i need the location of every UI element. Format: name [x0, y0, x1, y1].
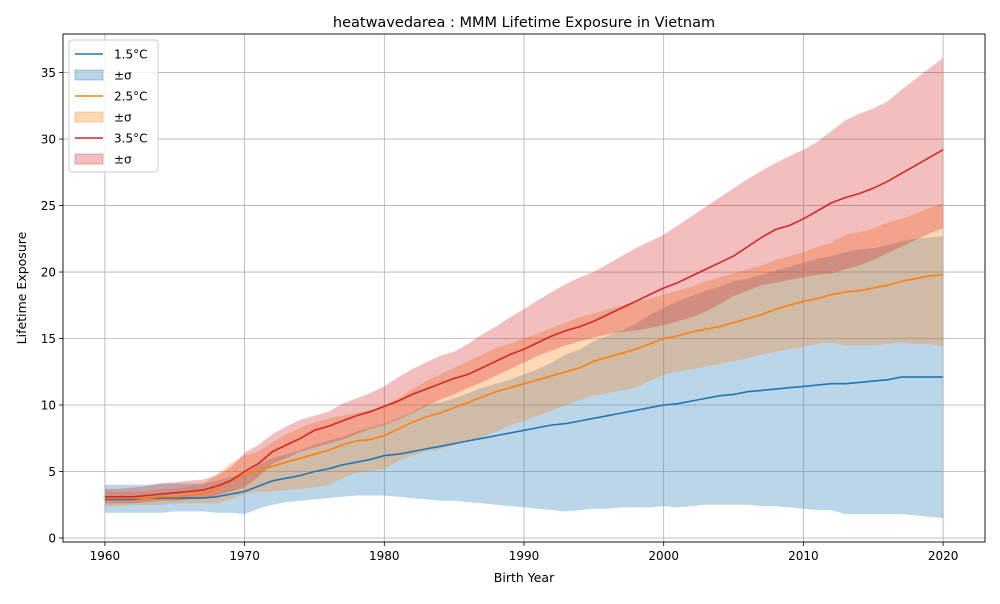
x-tick-label: 1970 [229, 549, 260, 563]
legend-band-label: ±σ [114, 111, 132, 125]
y-tick-label: 30 [41, 133, 56, 147]
x-axis-ticks: 1960 1970 1980 1990 2000 2010 2020 [90, 542, 959, 563]
legend-series-label: 3.5°C [114, 132, 147, 146]
y-tick-label: 5 [48, 465, 56, 479]
legend-band-label: ±σ [114, 153, 132, 167]
y-tick-label: 15 [41, 332, 56, 346]
band-series-1 [104, 236, 944, 519]
y-axis-label: Lifetime Exposure [14, 231, 29, 344]
legend-box [68, 39, 159, 173]
x-tick-label: 2020 [928, 549, 959, 563]
y-tick-label: 25 [41, 199, 56, 213]
y-tick-label: 0 [48, 532, 56, 546]
legend-series-label: 2.5°C [114, 90, 147, 104]
x-tick-label: 2000 [648, 549, 679, 563]
line-series-2 [104, 273, 944, 499]
legend-band-label: ±σ [114, 69, 132, 83]
legend-band-swatch [74, 111, 104, 123]
x-tick-label: 1980 [369, 549, 400, 563]
legend-series-label: 1.5°C [114, 48, 147, 62]
legend-band-swatch [74, 153, 104, 165]
legend-band-swatch [74, 69, 104, 81]
y-tick-label: 10 [41, 399, 56, 413]
line-series-1 [104, 376, 944, 501]
x-axis-label: Birth Year [494, 570, 555, 585]
band-series-3 [104, 57, 944, 504]
series-lines [104, 149, 944, 501]
grid-lines [63, 34, 985, 542]
x-tick-label: 1960 [90, 549, 121, 563]
line-series-3 [104, 149, 944, 498]
x-tick-label: 2010 [788, 549, 819, 563]
chart-title: heatwavedarea : MMM Lifetime Exposure in… [333, 15, 715, 31]
y-tick-label: 35 [41, 66, 56, 80]
y-tick-label: 20 [41, 266, 56, 280]
x-tick-label: 1990 [509, 549, 540, 563]
legend: 1.5°C ±σ 2.5°C ±σ 3.5°C ±σ [68, 39, 159, 173]
y-axis-ticks: 0 5 10 15 20 25 30 35 [41, 66, 63, 546]
